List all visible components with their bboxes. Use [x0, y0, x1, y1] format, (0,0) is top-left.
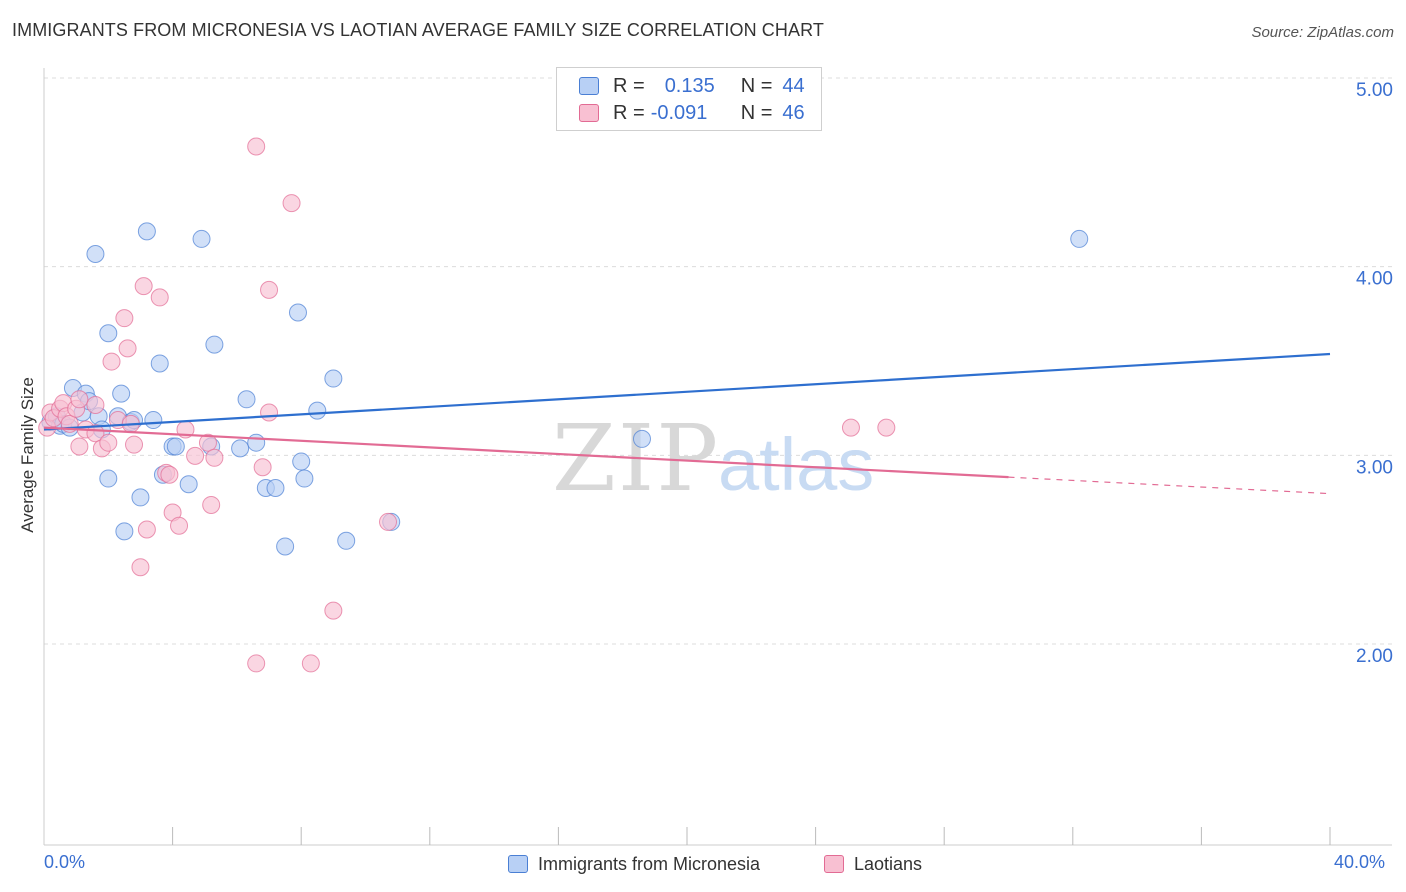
data-point-micronesia	[237, 390, 256, 409]
legend-swatch-micronesia	[579, 77, 599, 95]
data-point-laotians	[253, 458, 272, 477]
data-point-micronesia	[192, 229, 211, 248]
data-point-micronesia	[324, 369, 343, 388]
data-point-laotians	[70, 437, 89, 456]
data-point-micronesia	[1070, 229, 1089, 248]
data-point-laotians	[170, 516, 189, 535]
data-point-laotians	[137, 520, 156, 539]
source-label: Source: ZipAtlas.com	[1251, 24, 1394, 41]
legend-label-laotians: Laotians	[854, 853, 923, 874]
data-point-laotians	[301, 654, 320, 673]
data-point-micronesia	[86, 245, 105, 264]
data-point-laotians	[99, 433, 118, 452]
data-point-laotians	[379, 512, 398, 531]
r-label: R =	[613, 74, 645, 97]
trendline-laotians	[43, 426, 1009, 479]
y-tick-label: 2.00	[1356, 646, 1393, 667]
data-point-micronesia	[179, 475, 198, 494]
x-tick-label-min: 0.0%	[44, 852, 86, 872]
data-point-laotians	[125, 435, 144, 454]
r-value: -0.091	[650, 101, 708, 124]
legend-row-laotians: R = -0.091 N = 46	[579, 101, 805, 125]
data-point-laotians	[198, 433, 217, 452]
data-point-micronesia	[288, 303, 307, 322]
data-point-micronesia	[99, 324, 118, 343]
trendline-extension-laotians	[1008, 476, 1331, 495]
data-point-micronesia	[337, 531, 356, 550]
legend-label-micronesia: Immigrants from Micronesia	[538, 853, 761, 874]
data-point-micronesia	[276, 537, 295, 556]
data-point-laotians	[115, 309, 134, 328]
data-point-micronesia	[115, 522, 134, 541]
data-point-laotians	[70, 390, 89, 409]
data-point-laotians	[877, 418, 896, 437]
data-point-laotians	[282, 194, 301, 213]
data-point-laotians	[102, 352, 121, 371]
data-point-micronesia	[131, 488, 150, 507]
data-point-micronesia	[632, 429, 651, 448]
n-value: 44	[782, 74, 805, 97]
r-label: R =	[613, 101, 645, 124]
y-axis-label: Average Family Size	[18, 377, 37, 533]
data-point-micronesia	[99, 469, 118, 488]
legend-item-micronesia: Immigrants from Micronesia	[508, 852, 760, 876]
legend-swatch-laotians	[824, 855, 844, 873]
legend-swatch-laotians	[579, 104, 599, 122]
data-point-laotians	[160, 465, 179, 484]
data-point-micronesia	[295, 469, 314, 488]
data-point-micronesia	[166, 437, 185, 456]
data-point-laotians	[247, 654, 266, 673]
data-point-micronesia	[266, 478, 285, 497]
data-point-micronesia	[112, 384, 131, 403]
data-point-laotians	[150, 288, 169, 307]
data-point-micronesia	[144, 411, 163, 430]
data-point-laotians	[841, 418, 860, 437]
data-point-micronesia	[205, 335, 224, 354]
data-point-laotians	[86, 395, 105, 414]
correlation-legend: R = 0.135 N = 44 R = -0.091 N = 46	[556, 67, 822, 131]
data-point-laotians	[260, 403, 279, 422]
n-label: N =	[740, 74, 773, 97]
data-point-laotians	[324, 601, 343, 620]
data-point-laotians	[202, 495, 221, 514]
data-point-micronesia	[308, 401, 327, 420]
data-point-micronesia	[292, 452, 311, 471]
data-point-laotians	[205, 448, 224, 467]
y-tick-label: 3.00	[1356, 457, 1393, 478]
data-point-micronesia	[150, 354, 169, 373]
data-point-laotians	[131, 558, 150, 577]
r-value: 0.135	[664, 74, 715, 97]
n-value: 46	[782, 101, 805, 124]
x-tick-label-max: 40.0%	[1334, 852, 1386, 872]
n-label: N =	[740, 101, 773, 124]
data-point-micronesia	[231, 439, 250, 458]
y-tick-label: 5.00	[1356, 80, 1393, 101]
data-point-micronesia	[137, 222, 156, 241]
data-point-laotians	[134, 277, 153, 296]
trendline-micronesia	[43, 352, 1331, 431]
data-point-laotians	[186, 446, 205, 465]
data-point-laotians	[118, 339, 137, 358]
legend-item-laotians: Laotians	[824, 852, 922, 876]
data-point-laotians	[260, 280, 279, 299]
legend-swatch-micronesia	[508, 855, 528, 873]
data-point-laotians	[247, 137, 266, 156]
y-tick-label: 4.00	[1356, 269, 1393, 290]
chart-title: IMMIGRANTS FROM MICRONESIA VS LAOTIAN AV…	[12, 20, 824, 40]
legend-row-micronesia: R = 0.135 N = 44	[579, 74, 805, 98]
data-point-micronesia	[247, 433, 266, 452]
